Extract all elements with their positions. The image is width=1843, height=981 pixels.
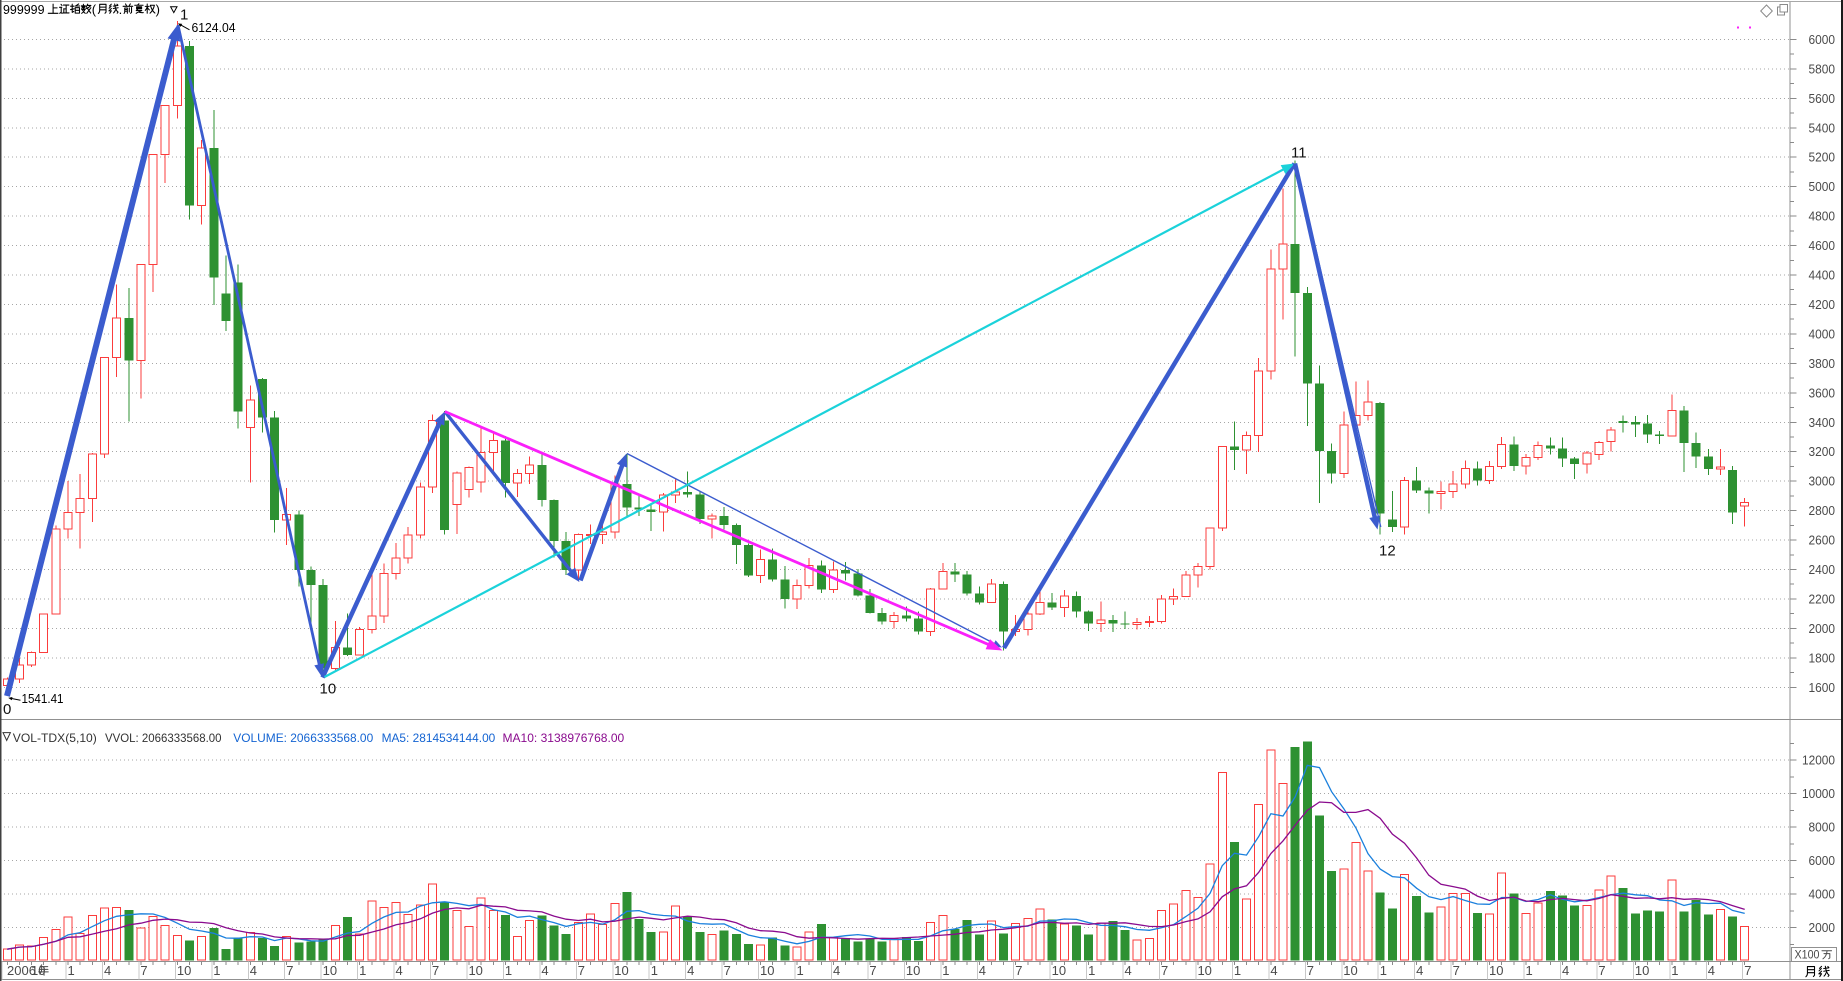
svg-text:MA10: 3138976768.00: MA10: 3138976768.00 — [503, 731, 625, 745]
svg-text:1: 1 — [1088, 963, 1095, 978]
svg-text:1800: 1800 — [1809, 650, 1836, 665]
svg-text:4000: 4000 — [1809, 887, 1836, 902]
svg-text:3200: 3200 — [1809, 444, 1836, 459]
svg-text:10: 10 — [906, 963, 920, 978]
svg-text:10: 10 — [614, 963, 628, 978]
svg-text:4200: 4200 — [1809, 297, 1836, 312]
svg-text:10: 10 — [1489, 963, 1503, 978]
svg-text:.: . — [119, 2, 123, 17]
svg-text:1: 1 — [797, 963, 804, 978]
svg-text:4: 4 — [396, 963, 403, 978]
svg-text:1541.41: 1541.41 — [22, 691, 64, 706]
svg-text:4: 4 — [1416, 963, 1423, 978]
svg-text:2800: 2800 — [1809, 503, 1836, 518]
svg-text:): ) — [156, 2, 160, 17]
svg-text:5800: 5800 — [1809, 61, 1836, 76]
svg-text:7: 7 — [1161, 963, 1168, 978]
svg-text:7: 7 — [432, 963, 439, 978]
svg-text:7: 7 — [1453, 963, 1460, 978]
svg-text:4: 4 — [687, 963, 694, 978]
svg-text:7: 7 — [724, 963, 731, 978]
svg-text:VOL-TDX(5,10): VOL-TDX(5,10) — [13, 731, 97, 745]
svg-text:4: 4 — [1125, 963, 1132, 978]
svg-text:2600: 2600 — [1809, 533, 1836, 548]
svg-text:4: 4 — [541, 963, 548, 978]
svg-text:4: 4 — [1562, 963, 1569, 978]
svg-text:7: 7 — [1307, 963, 1314, 978]
svg-text:4000: 4000 — [1809, 326, 1836, 341]
svg-text:1: 1 — [651, 963, 658, 978]
svg-text:4600: 4600 — [1809, 238, 1836, 253]
svg-text:1: 1 — [1526, 963, 1533, 978]
svg-text:999999: 999999 — [3, 2, 45, 17]
svg-text:10: 10 — [1635, 963, 1649, 978]
svg-text:12: 12 — [1379, 543, 1396, 560]
svg-text:VVOL: 2066333568.00: VVOL: 2066333568.00 — [105, 731, 222, 745]
svg-text:5600: 5600 — [1809, 91, 1836, 106]
svg-text:5200: 5200 — [1809, 150, 1836, 165]
svg-text:1: 1 — [505, 963, 512, 978]
svg-text:3600: 3600 — [1809, 385, 1836, 400]
svg-text:10: 10 — [323, 963, 337, 978]
svg-text:3800: 3800 — [1809, 356, 1836, 371]
svg-text:5000: 5000 — [1809, 179, 1836, 194]
svg-text:4: 4 — [833, 963, 840, 978]
svg-text:7: 7 — [869, 963, 876, 978]
svg-text:2400: 2400 — [1809, 562, 1836, 577]
svg-text:MA5: 2814534144.00: MA5: 2814534144.00 — [382, 731, 496, 745]
svg-text:2200: 2200 — [1809, 591, 1836, 606]
svg-text:8000: 8000 — [1809, 820, 1836, 835]
svg-text:0: 0 — [3, 701, 11, 718]
svg-text:4400: 4400 — [1809, 268, 1836, 283]
svg-text:3000: 3000 — [1809, 474, 1836, 489]
svg-text:7: 7 — [1015, 963, 1022, 978]
svg-text:11: 11 — [1291, 145, 1307, 162]
svg-text:1: 1 — [180, 7, 188, 24]
svg-text:2000: 2000 — [1809, 920, 1836, 935]
svg-text:6000: 6000 — [1809, 32, 1836, 47]
svg-text:VOLUME: 2066333568.00: VOLUME: 2066333568.00 — [233, 731, 373, 745]
svg-text:10: 10 — [468, 963, 482, 978]
svg-text:10: 10 — [177, 963, 191, 978]
svg-text:6124.04: 6124.04 — [192, 20, 236, 35]
svg-text:1: 1 — [213, 963, 220, 978]
svg-text:4: 4 — [1708, 963, 1715, 978]
svg-text:10: 10 — [320, 681, 337, 698]
svg-text:7: 7 — [1598, 963, 1605, 978]
svg-text:7: 7 — [286, 963, 293, 978]
svg-text:3400: 3400 — [1809, 415, 1836, 430]
svg-text:10: 10 — [1343, 963, 1357, 978]
svg-text:4: 4 — [104, 963, 111, 978]
svg-text:7: 7 — [140, 963, 147, 978]
svg-text:6000: 6000 — [1809, 853, 1836, 868]
svg-text:10: 10 — [760, 963, 774, 978]
svg-text:4800: 4800 — [1809, 209, 1836, 224]
svg-text:10: 10 — [1052, 963, 1066, 978]
svg-text:7: 7 — [1744, 963, 1751, 978]
svg-text:4: 4 — [1270, 963, 1277, 978]
svg-text:1: 1 — [1380, 963, 1387, 978]
svg-text:4: 4 — [250, 963, 257, 978]
svg-text:4: 4 — [979, 963, 986, 978]
svg-text:1600: 1600 — [1809, 680, 1836, 695]
svg-text:1: 1 — [359, 963, 366, 978]
svg-text:(: ( — [92, 2, 97, 17]
svg-text:10: 10 — [1197, 963, 1211, 978]
svg-text:7: 7 — [578, 963, 585, 978]
svg-text:12000: 12000 — [1802, 753, 1835, 768]
svg-text:10000: 10000 — [1802, 786, 1835, 801]
svg-text:2006: 2006 — [7, 963, 36, 978]
svg-text:5400: 5400 — [1809, 120, 1836, 135]
svg-text:1: 1 — [1671, 963, 1678, 978]
svg-text:2000: 2000 — [1809, 621, 1836, 636]
svg-text:1: 1 — [68, 963, 75, 978]
svg-text:1: 1 — [1234, 963, 1241, 978]
svg-text:X100: X100 — [1795, 948, 1820, 962]
svg-text:1: 1 — [942, 963, 949, 978]
